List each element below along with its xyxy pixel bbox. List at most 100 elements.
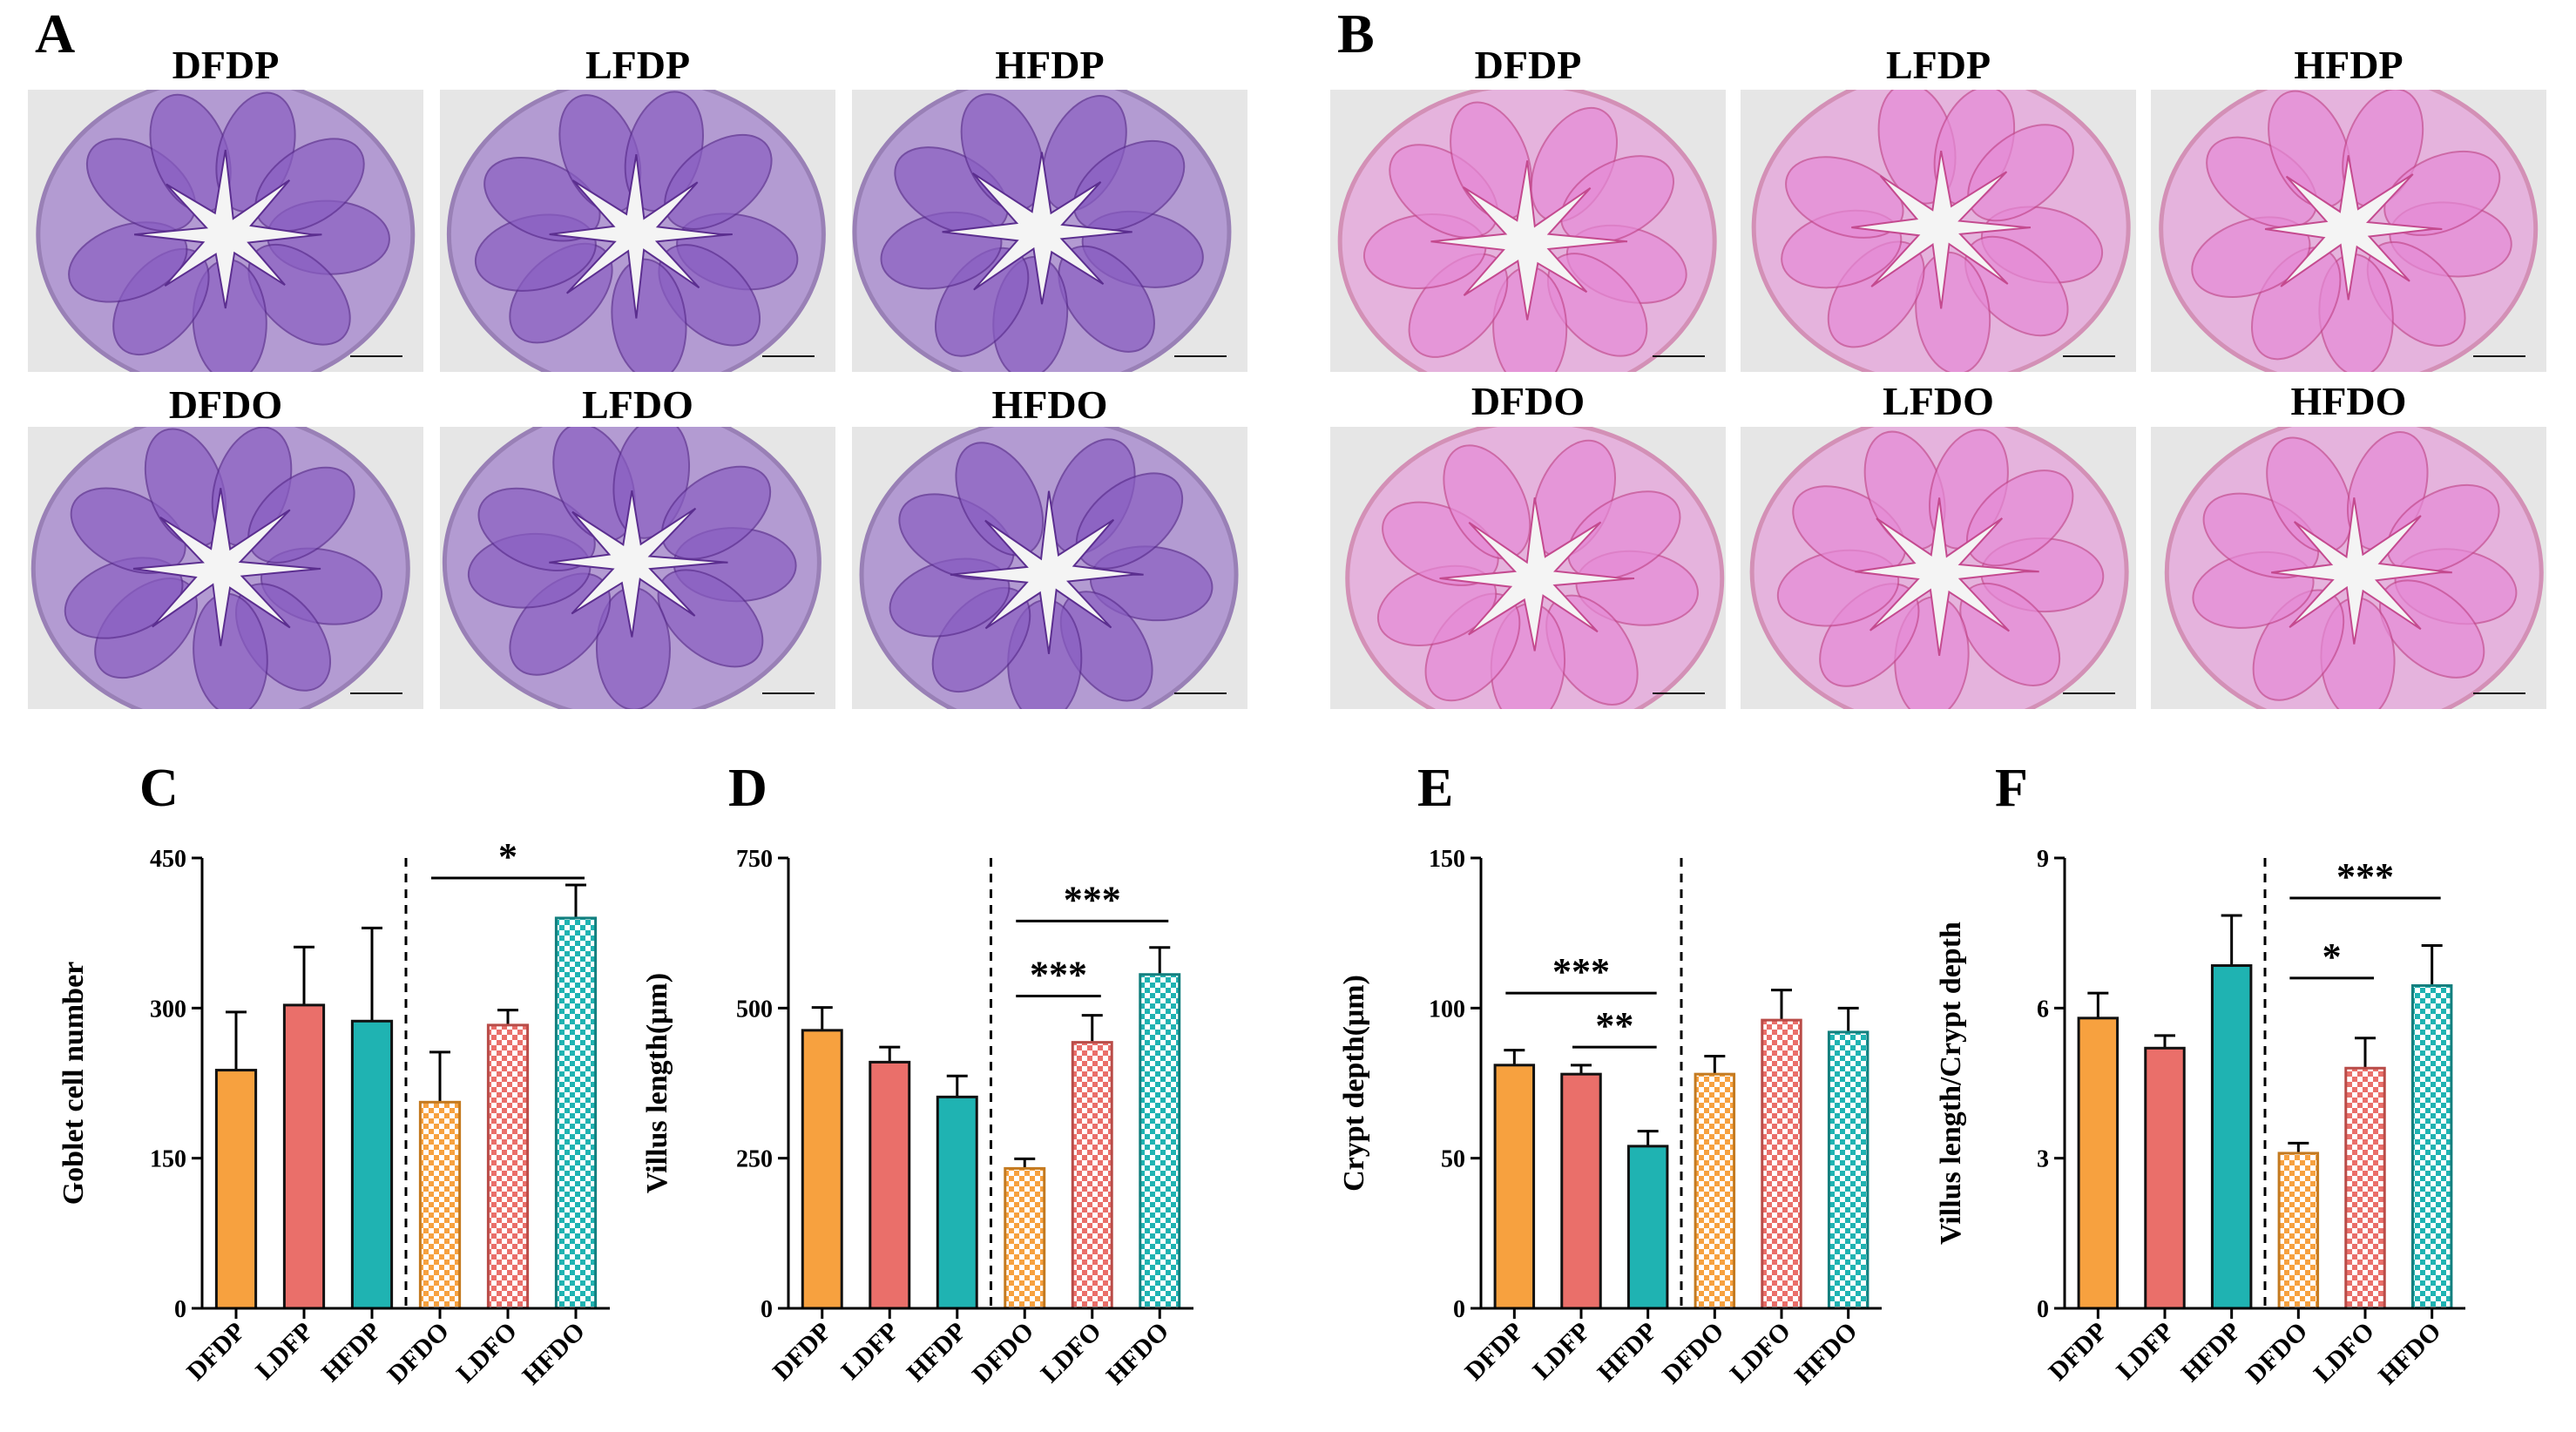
micrograph-image <box>852 427 1247 709</box>
x-tick-label: LDFP <box>250 1317 319 1386</box>
panel-label-b: B <box>1337 3 1375 64</box>
bar-hfdo <box>1139 973 1181 1310</box>
micrograph-title: DFDP <box>172 43 280 87</box>
micrograph-image <box>28 427 423 709</box>
y-tick-label: 0 <box>2037 1296 2049 1323</box>
bar-ldfp <box>282 1003 326 1310</box>
x-tick-label: LDFO <box>1725 1317 1796 1388</box>
micrograph-image <box>852 90 1247 372</box>
x-tick-label: HFDP <box>902 1317 972 1388</box>
y-tick-label: 3 <box>2037 1146 2049 1173</box>
y-tick-label: 0 <box>174 1296 186 1323</box>
y-tick-label: 750 <box>736 846 773 873</box>
y-tick-label: 100 <box>1429 996 1465 1023</box>
panel-label-e: E <box>1417 759 1453 818</box>
y-tick-label: 0 <box>761 1296 773 1323</box>
x-tick-label: DFDO <box>382 1317 455 1389</box>
micrograph-image <box>440 427 835 709</box>
bar-hfdo <box>554 916 598 1310</box>
y-tick-label: 0 <box>1453 1296 1465 1323</box>
bar-ldfo <box>2344 1066 2386 1310</box>
micrograph-image <box>440 90 835 372</box>
micrograph-title: LFDO <box>582 382 693 427</box>
panel-label-a: A <box>35 3 76 64</box>
micrograph-title: DFDO <box>1471 379 1585 423</box>
bar-dfdp <box>1493 1064 1536 1310</box>
significance-label: * <box>2322 936 2342 978</box>
y-tick-label: 50 <box>1441 1146 1465 1173</box>
y-axis-title: Crypt depth(μm) <box>1338 975 1370 1192</box>
panel-label-f: F <box>1995 759 2028 818</box>
x-tick-label: HFDO <box>517 1317 591 1391</box>
panel-label-c: C <box>139 759 179 818</box>
panel-label-d: D <box>728 759 767 818</box>
significance-label: ** <box>1595 1004 1633 1047</box>
x-tick-label: LDFP <box>2111 1317 2180 1386</box>
x-tick-label: HFDP <box>1592 1317 1663 1388</box>
micrograph-title: HFDP <box>995 43 1105 87</box>
significance-label: *** <box>1064 878 1121 921</box>
micrograph-image <box>1741 427 2136 709</box>
x-tick-label: LDFO <box>2309 1317 2380 1388</box>
y-tick-label: 9 <box>2037 846 2049 873</box>
micrograph-title: LFDP <box>585 43 691 87</box>
significance-label: *** <box>2336 855 2394 898</box>
x-tick-label: HFDP <box>2176 1317 2247 1388</box>
bar-dfdo <box>1694 1072 1736 1310</box>
bar-hfdo <box>1827 1030 1869 1310</box>
micrograph-title: DFDO <box>168 382 283 427</box>
bar-dfdo <box>2277 1152 2320 1310</box>
x-tick-label: HFDO <box>2373 1317 2447 1391</box>
x-tick-label: LDFP <box>1527 1317 1596 1386</box>
micrograph-image <box>28 90 423 372</box>
y-axis-title: Villus length(μm) <box>641 973 673 1193</box>
x-tick-label: HFDO <box>1789 1317 1863 1391</box>
bar-ldfo <box>486 1023 530 1310</box>
significance-label: * <box>498 835 517 878</box>
bar-hfdo <box>2410 983 2453 1310</box>
x-tick-label: LDFP <box>835 1317 904 1386</box>
x-tick-label: DFDP <box>181 1317 251 1387</box>
bar-ldfo <box>1071 1041 1113 1310</box>
bar-dfdo <box>1004 1166 1046 1310</box>
x-tick-label: HFDP <box>316 1317 387 1388</box>
y-tick-label: 150 <box>150 1146 186 1173</box>
y-axis-title: Villus length/Crypt depth <box>1935 922 1967 1245</box>
micrograph-title: HFDP <box>2294 43 2404 87</box>
bar-ldfo <box>1761 1018 1802 1310</box>
bar-hfdp <box>2210 964 2253 1310</box>
bar-ldfp <box>869 1060 911 1310</box>
micrograph-image <box>1330 427 1726 709</box>
x-tick-label: DFDO <box>967 1317 1039 1389</box>
x-tick-label: DFDP <box>767 1317 837 1387</box>
significance-label: *** <box>1552 950 1610 993</box>
y-axis-title: Goblet cell number <box>57 962 90 1206</box>
significance-label: *** <box>1030 954 1087 996</box>
y-tick-label: 450 <box>150 846 186 873</box>
y-tick-label: 150 <box>1429 846 1465 873</box>
bar-dfdo <box>418 1100 462 1310</box>
micrograph-image <box>1741 90 2136 372</box>
bar-dfdp <box>2077 1017 2120 1310</box>
micrograph-title: HFDO <box>991 382 1108 427</box>
bar-ldfp <box>2144 1046 2186 1310</box>
bar-dfdp <box>801 1029 843 1310</box>
micrograph-title: DFDP <box>1474 43 1582 87</box>
micrograph-image <box>2151 427 2546 709</box>
x-tick-label: HFDO <box>1101 1317 1175 1391</box>
x-tick-label: LDFO <box>451 1317 523 1388</box>
y-tick-label: 6 <box>2037 996 2049 1023</box>
y-tick-label: 250 <box>736 1146 773 1173</box>
x-tick-label: DFDP <box>1459 1317 1529 1387</box>
micrograph-image <box>1330 90 1726 372</box>
bar-hfdp <box>1626 1145 1669 1310</box>
y-tick-label: 500 <box>736 996 773 1023</box>
x-tick-label: DFDO <box>1657 1317 1729 1389</box>
micrograph-image <box>2151 90 2546 372</box>
bar-hfdp <box>350 1019 394 1310</box>
y-tick-label: 300 <box>150 996 186 1023</box>
x-tick-label: DFDP <box>2043 1317 2113 1387</box>
micrograph-title: HFDO <box>2290 379 2407 423</box>
bar-ldfp <box>1560 1072 1602 1310</box>
